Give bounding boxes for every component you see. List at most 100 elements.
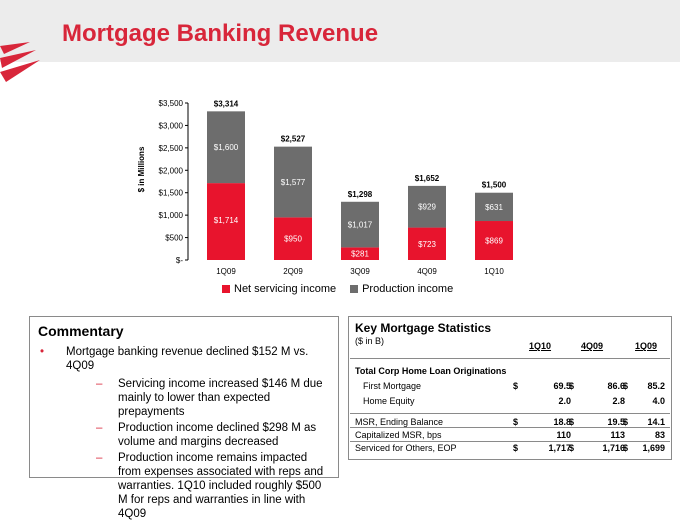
- y-tick-label: $1,000: [159, 211, 184, 220]
- dash-icon: –: [96, 452, 103, 464]
- stacked-bar-chart: $- $500 $1,000 $1,500 $2,000 $2,500 $3,000 $3,5…: [137, 99, 513, 276]
- stats-currency: $: [623, 417, 629, 427]
- legend-label-net-servicing: Net servicing income: [234, 283, 337, 295]
- stats-divider: [350, 441, 670, 442]
- stats-currency: $: [513, 443, 519, 453]
- commentary-sub-list: – Servicing income increased $146 M due …: [66, 377, 330, 521]
- legend-label-production: Production income: [362, 283, 454, 295]
- dash-icon: –: [96, 378, 103, 390]
- stats-value-4q09: 2.8: [612, 396, 625, 406]
- stats-divider: [350, 358, 670, 359]
- stats-value-1q10: 69.5: [553, 381, 571, 391]
- stats-currency: $: [513, 417, 519, 427]
- y-tick-label: $1,500: [159, 189, 184, 198]
- data-label-production: $631: [485, 203, 503, 212]
- y-tick-label: $3,000: [159, 121, 184, 130]
- x-tick-label: 1Q09: [216, 267, 236, 276]
- commentary-sub-bullet: – Production income remains impacted fro…: [66, 451, 330, 521]
- bar-net-servicing: [274, 217, 312, 260]
- stats-row-msr-ending-balance: MSR, Ending Balance $ 18.8 $ 19.5 $ 14.1: [355, 417, 667, 429]
- total-label: $1,500: [482, 181, 507, 190]
- stats-value-1q10: 18.8: [553, 417, 571, 427]
- bar-production: [408, 185, 446, 228]
- bar-net-servicing: [207, 183, 245, 260]
- bar-net-servicing: [408, 227, 446, 260]
- stats-unit: ($ in B): [355, 336, 385, 346]
- commentary-sub-bullet-text: Servicing income increased $146 M due ma…: [118, 378, 323, 418]
- total-label: $3,314: [214, 99, 239, 108]
- stats-value-1q09: 4.0: [652, 396, 665, 406]
- data-label-production: $929: [418, 203, 436, 212]
- bar-production: [274, 146, 312, 218]
- commentary-main-bullet: • Mortgage banking revenue declined $152…: [38, 345, 330, 521]
- total-label: $2,527: [281, 135, 306, 144]
- bar-production: [475, 192, 513, 222]
- total-label: $1,652: [415, 174, 440, 183]
- commentary-panel: Commentary • Mortgage banking revenue de…: [29, 316, 339, 520]
- x-tick-label: 2Q09: [283, 267, 303, 276]
- data-label-production: $1,577: [281, 178, 306, 187]
- stats-currency: $: [569, 381, 575, 391]
- bullet-icon: •: [40, 346, 45, 358]
- x-tick-label: 4Q09: [417, 267, 437, 276]
- stats-row-label: MSR, Ending Balance: [355, 417, 444, 427]
- stats-currency: $: [569, 443, 575, 453]
- stats-value-4q09: 19.5: [607, 417, 625, 427]
- stats-currency: $: [569, 417, 575, 427]
- y-tick-label: $2,000: [159, 166, 184, 175]
- stats-value-4q09: 86.6: [607, 381, 625, 391]
- stats-value-1q10: 1,717: [548, 443, 571, 453]
- stats-row-label: Serviced for Others, EOP: [355, 443, 457, 453]
- total-label: $1,298: [348, 190, 373, 199]
- data-label-net-servicing: $281: [351, 250, 369, 259]
- y-tick-label: $-: [176, 256, 183, 265]
- key-mortgage-statistics-table: Key Mortgage Statistics ($ in B) 1Q10 4Q…: [348, 316, 672, 460]
- data-label-production: $1,600: [214, 143, 239, 152]
- stats-value-1q10: 2.0: [558, 396, 571, 406]
- stats-value-4q09: 1,716: [602, 443, 625, 453]
- commentary-sub-bullet: – Production income declined $298 M as v…: [66, 421, 330, 449]
- data-label-net-servicing: $723: [418, 240, 436, 249]
- stats-column-header: 1Q10: [529, 341, 552, 351]
- stats-divider: [350, 427, 670, 428]
- stats-row-first-mortgage: First Mortgage $ 69.5 $ 86.6 $ 85.2: [355, 381, 667, 393]
- stats-value-1q09: 85.2: [647, 381, 665, 391]
- revenue-chart: $- $500 $1,000 $1,500 $2,000 $2,500 $3,000 $3,5…: [137, 99, 513, 276]
- commentary-sub-bullet-text: Production income remains impacted from …: [118, 452, 324, 520]
- stats-value-1q10: 110: [556, 430, 571, 440]
- stats-section-row: Total Corp Home Loan Originations: [355, 366, 667, 378]
- commentary-bullet-text: Mortgage banking revenue declined $152 M…: [66, 346, 309, 372]
- bar-net-servicing: [341, 247, 379, 260]
- data-label-production: $1,017: [348, 221, 373, 230]
- x-tick-label: 1Q10: [484, 267, 504, 276]
- y-tick-label: $500: [165, 234, 183, 243]
- y-tick-label: $3,500: [159, 99, 184, 108]
- legend-item-production: Production income: [350, 283, 453, 295]
- data-label-net-servicing: $950: [284, 235, 302, 244]
- stats-row-capitalized-msr: Capitalized MSR, bps 110 113 83: [355, 430, 667, 442]
- bar-production: [341, 201, 379, 248]
- stats-currency: $: [513, 381, 519, 391]
- stats-currency: $: [623, 381, 629, 391]
- stats-divider: [350, 413, 670, 414]
- bank-flag-logo-icon: [0, 42, 40, 82]
- y-tick-label: $2,500: [159, 144, 184, 153]
- legend-item-net-servicing: Net servicing income: [222, 283, 336, 295]
- legend-swatch-production: [350, 285, 359, 293]
- stats-currency: $: [623, 443, 629, 453]
- stats-section-label: Total Corp Home Loan Originations: [355, 366, 507, 376]
- stats-column-header: 1Q09: [635, 341, 658, 351]
- commentary-sub-bullet-text: Production income declined $298 M as vol…: [118, 422, 317, 448]
- stats-value-1q09: 83: [654, 430, 665, 440]
- data-label-net-servicing: $1,714: [214, 216, 239, 225]
- bar-net-servicing: [475, 221, 513, 260]
- legend-swatch-net-servicing: [222, 285, 230, 293]
- chart-legend: Net servicing income Production income: [222, 283, 453, 295]
- dash-icon: –: [96, 422, 103, 434]
- x-tick-label: 3Q09: [350, 267, 370, 276]
- stats-title: Key Mortgage Statistics: [355, 321, 492, 335]
- commentary-heading: Commentary: [38, 323, 124, 339]
- bar-production: [207, 111, 245, 184]
- commentary-sub-bullet: – Servicing income increased $146 M due …: [66, 377, 330, 419]
- stats-row-label: Home Equity: [363, 396, 415, 406]
